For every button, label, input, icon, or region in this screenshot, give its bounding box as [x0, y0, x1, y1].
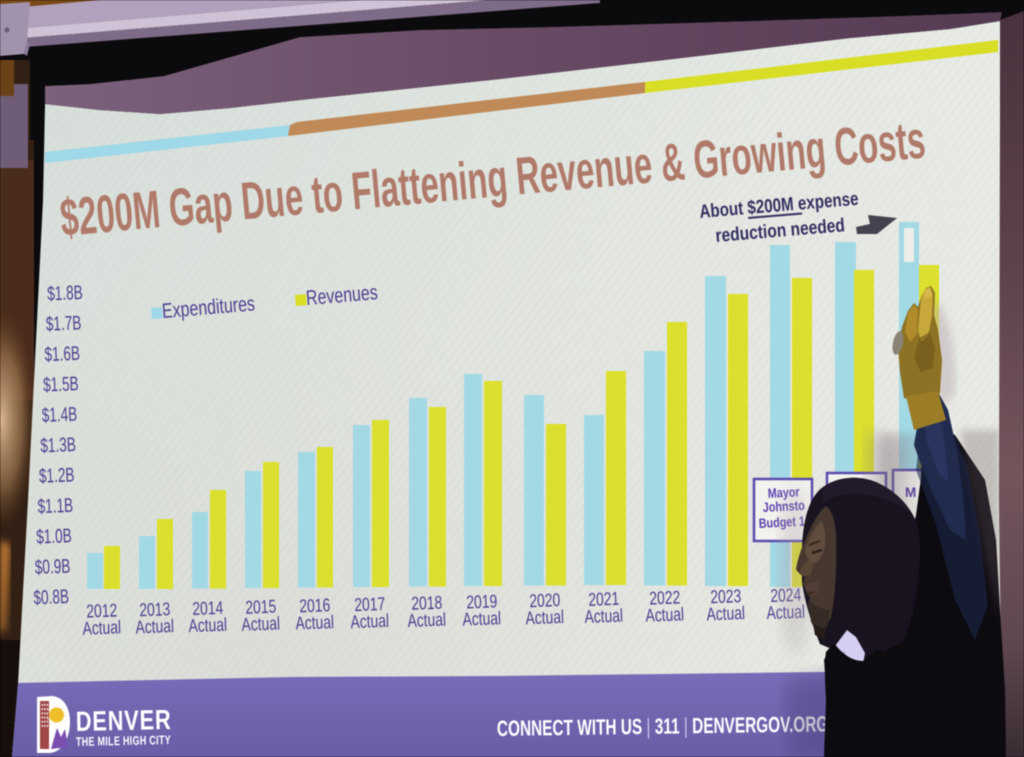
svg-text:2015: 2015: [245, 597, 277, 619]
svg-text:$1.5B: $1.5B: [43, 373, 79, 397]
svg-text:Actual: Actual: [135, 616, 174, 638]
svg-text:$1.2B: $1.2B: [39, 464, 75, 488]
svg-text:$1.3B: $1.3B: [40, 433, 76, 457]
svg-text:2020: 2020: [529, 590, 561, 612]
svg-text:Actual: Actual: [350, 611, 389, 633]
svg-text:2021: 2021: [588, 589, 620, 611]
svg-text:$1.4B: $1.4B: [41, 403, 77, 427]
svg-text:Actual: Actual: [241, 614, 280, 636]
svg-text:2017: 2017: [354, 594, 386, 616]
svg-text:DENVER: DENVER: [75, 704, 171, 737]
svg-text:2012: 2012: [86, 601, 118, 623]
svg-text:Actual: Actual: [295, 612, 334, 634]
svg-text:Actual: Actual: [584, 606, 623, 628]
svg-text:2013: 2013: [139, 599, 171, 621]
svg-text:$0.8B: $0.8B: [33, 585, 69, 609]
svg-text:THE MILE HIGH CITY: THE MILE HIGH CITY: [76, 734, 172, 750]
svg-text:Actual: Actual: [407, 610, 446, 632]
svg-text:$1.7B: $1.7B: [45, 312, 81, 336]
svg-text:$1.8B: $1.8B: [47, 281, 83, 305]
svg-text:Actual: Actual: [645, 604, 684, 626]
svg-text:Actual: Actual: [462, 608, 501, 630]
svg-text:2018: 2018: [411, 593, 443, 615]
svg-text:$1.0B: $1.0B: [36, 525, 72, 549]
svg-text:$1.1B: $1.1B: [37, 494, 73, 518]
svg-text:Actual: Actual: [188, 615, 227, 637]
svg-text:2014: 2014: [192, 598, 224, 620]
svg-text:Actual: Actual: [82, 617, 121, 639]
svg-text:2016: 2016: [299, 595, 331, 617]
svg-text:Actual: Actual: [525, 607, 564, 629]
svg-text:2019: 2019: [466, 591, 498, 613]
svg-text:2022: 2022: [649, 588, 681, 610]
svg-text:2023: 2023: [710, 586, 742, 608]
svg-text:$0.9B: $0.9B: [34, 555, 70, 579]
svg-text:CONNECT WITH US | 311 | DENVER: CONNECT WITH US | 311 | DENVERGOV.ORG: [497, 713, 829, 742]
svg-text:Actual: Actual: [706, 603, 745, 625]
svg-text:$1.6B: $1.6B: [44, 342, 80, 366]
